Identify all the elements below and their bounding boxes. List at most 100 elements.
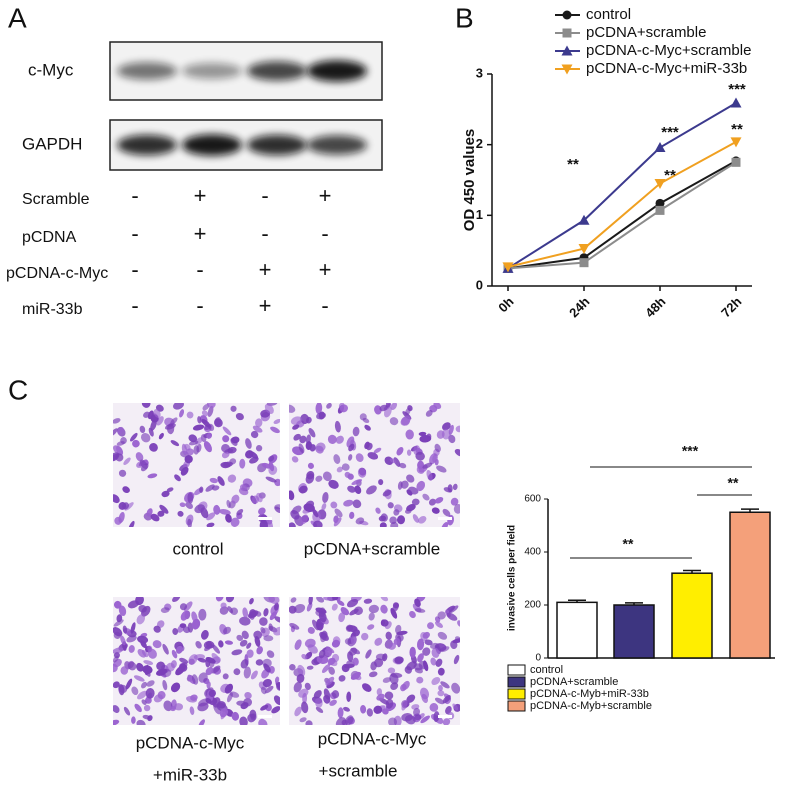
legend-label: pCDNA+scramble [530, 676, 618, 688]
cell [179, 409, 185, 418]
cell [326, 681, 335, 689]
cell [239, 616, 251, 626]
cell [442, 508, 451, 517]
cell [335, 717, 347, 725]
cell [303, 503, 315, 513]
cell [113, 719, 120, 725]
cell [315, 706, 324, 713]
cell [205, 640, 215, 649]
cell [417, 653, 424, 663]
cell [196, 443, 202, 453]
cell [251, 495, 260, 504]
cell [131, 716, 136, 724]
cell [360, 705, 367, 714]
cell [249, 609, 257, 618]
cell [198, 672, 208, 683]
cell [159, 504, 169, 514]
cell [437, 690, 445, 697]
cell [315, 475, 323, 482]
cell [431, 647, 440, 658]
cell [376, 688, 383, 696]
cell [227, 606, 234, 614]
marker [561, 45, 573, 56]
cell [250, 430, 259, 439]
cell [404, 666, 412, 674]
cell [438, 685, 443, 692]
caption: pCDNA-c-Myc [318, 729, 427, 748]
cell [172, 628, 179, 635]
significance: ** [623, 536, 634, 552]
band [307, 135, 367, 155]
cell [260, 686, 267, 695]
y-tick-label: 600 [524, 494, 541, 505]
cell [149, 443, 158, 452]
marker [731, 157, 741, 167]
cell [366, 485, 377, 495]
cell [329, 699, 337, 706]
cell [441, 522, 449, 527]
cell [137, 690, 148, 700]
cell [289, 663, 296, 671]
cell [298, 443, 305, 454]
cell [206, 403, 216, 409]
cell [203, 441, 212, 453]
legend-label: pCDNA+scramble [586, 24, 706, 41]
cell [186, 411, 194, 419]
cell [248, 451, 258, 459]
sign: + [194, 221, 207, 246]
cell [387, 502, 394, 509]
sign: - [261, 183, 268, 208]
row-label: pCDNA-c-Myc [6, 265, 108, 282]
x-tick-label: 48h [642, 294, 668, 320]
series-line [507, 160, 737, 270]
cell [348, 443, 355, 452]
marker [578, 244, 590, 255]
cell [432, 453, 439, 463]
cell [447, 484, 453, 493]
cell [300, 514, 309, 525]
cell [169, 705, 177, 712]
cell [289, 522, 296, 527]
cell [189, 706, 195, 715]
cell [388, 643, 397, 650]
cell [219, 708, 229, 718]
cell [355, 517, 365, 525]
cell [222, 426, 232, 436]
cell [434, 496, 444, 504]
cell [298, 485, 308, 494]
cell [352, 426, 360, 437]
cell [446, 612, 458, 621]
cell [357, 467, 367, 478]
cell [138, 604, 147, 613]
cell [194, 504, 205, 514]
legend-swatch [507, 688, 526, 700]
cell [434, 443, 441, 453]
cell [218, 640, 224, 648]
cell [254, 635, 261, 647]
cell [453, 654, 460, 665]
cell [274, 616, 280, 623]
cell [113, 600, 122, 609]
cell [156, 416, 164, 426]
legend-swatch [507, 676, 526, 688]
cell [387, 667, 396, 674]
cell [227, 474, 237, 483]
cell [215, 597, 224, 602]
cell [180, 610, 189, 621]
cell [242, 607, 249, 618]
cell [178, 662, 188, 671]
cell [393, 638, 401, 645]
cell [129, 432, 138, 442]
cell [394, 656, 404, 664]
cell [374, 637, 383, 646]
cell [420, 715, 430, 724]
cell [322, 471, 332, 482]
cell [243, 666, 252, 679]
cell [305, 434, 311, 445]
cell [225, 597, 235, 603]
cell [273, 695, 280, 706]
cell [321, 503, 327, 511]
cell [425, 410, 433, 417]
cell [208, 660, 215, 668]
row-label: Scramble [22, 191, 90, 208]
